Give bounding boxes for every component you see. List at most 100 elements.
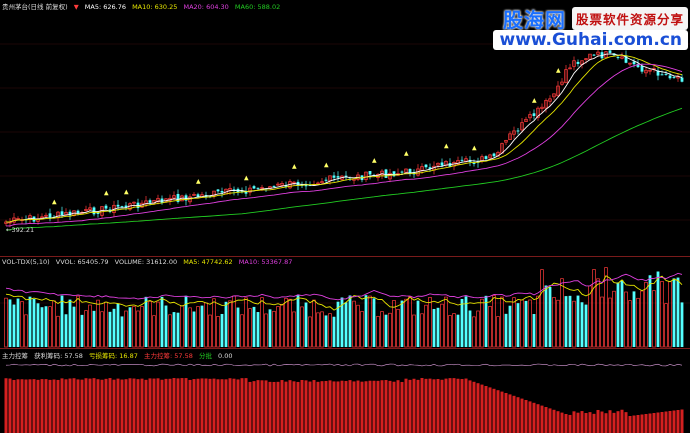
volume-bar bbox=[65, 314, 68, 347]
ma20-value: MA20: 604.30 bbox=[183, 3, 228, 11]
candle-body bbox=[253, 186, 256, 188]
volume-bar bbox=[101, 312, 104, 347]
indicator-bar bbox=[321, 381, 324, 433]
indicator-bar bbox=[225, 379, 228, 433]
indicator-bar bbox=[517, 397, 520, 433]
indicator-bar bbox=[261, 380, 264, 433]
volume-bar bbox=[317, 313, 320, 347]
volume-bar bbox=[289, 299, 292, 347]
indicator-bar bbox=[361, 382, 364, 433]
volume-bar bbox=[61, 296, 64, 347]
volume-bar bbox=[385, 315, 388, 347]
ma20-line bbox=[6, 64, 682, 226]
indicator-bar bbox=[385, 380, 388, 433]
indicator-bar bbox=[237, 379, 240, 433]
indicator-bar bbox=[285, 382, 288, 433]
volume-bar bbox=[77, 296, 80, 347]
candle-body bbox=[217, 189, 220, 191]
candle-body bbox=[577, 62, 580, 64]
volume-bar bbox=[13, 305, 16, 347]
indicator-bar bbox=[245, 378, 248, 433]
volume-chart[interactable] bbox=[0, 257, 690, 349]
indicator-bar bbox=[41, 379, 44, 433]
vol-title: VOL-TDX(5,10) bbox=[2, 258, 50, 266]
indicator-bar bbox=[597, 410, 600, 433]
volume-bar bbox=[73, 307, 76, 347]
indicator-bar bbox=[13, 380, 16, 433]
indicator-bar bbox=[569, 415, 572, 433]
indicator-bar bbox=[89, 379, 92, 433]
volume-bar bbox=[609, 298, 612, 347]
indicator-bar bbox=[409, 380, 412, 433]
candle-body bbox=[325, 180, 328, 181]
indicator-bar bbox=[585, 413, 588, 433]
candle-body bbox=[533, 113, 536, 116]
indicator-bar bbox=[625, 412, 628, 433]
volume-bar bbox=[273, 311, 276, 347]
indicator-bar bbox=[673, 411, 676, 433]
volume-bar bbox=[117, 303, 120, 347]
candle-body bbox=[425, 165, 428, 168]
indicator-chart[interactable] bbox=[0, 349, 690, 433]
volume-panel[interactable]: VOL-TDX(5,10) VVOL: 65405.79 VOLUME: 316… bbox=[0, 256, 690, 349]
indicator-bar bbox=[57, 380, 60, 433]
indicator-bar bbox=[277, 382, 280, 433]
volume-bar bbox=[581, 302, 584, 347]
indicator-bar bbox=[229, 378, 232, 433]
indicator-bar bbox=[165, 379, 168, 433]
volume-bar bbox=[233, 296, 236, 347]
indicator-bar bbox=[341, 381, 344, 433]
low-price-value: 392.21 bbox=[11, 226, 34, 234]
volume-bar bbox=[181, 306, 184, 347]
volume-bar bbox=[305, 303, 308, 347]
volume-bar bbox=[613, 291, 616, 347]
volume-bar bbox=[285, 298, 288, 347]
up-triangle-icon: ▲ bbox=[472, 144, 477, 151]
indicator-bar bbox=[565, 414, 568, 433]
up-triangle-icon: ▲ bbox=[52, 198, 57, 205]
indicator-line bbox=[6, 364, 682, 366]
indicator-panel[interactable]: 主力控筹 获利筹码: 57.58 亏损筹码: 16.87 主力控筹: 57.58… bbox=[0, 348, 690, 433]
vol-ma10-line bbox=[6, 273, 682, 300]
volume-bar bbox=[37, 303, 40, 347]
volume-bar bbox=[569, 296, 572, 347]
volume-bar bbox=[173, 312, 176, 347]
ma60-value: MA60: 588.02 bbox=[235, 3, 280, 11]
volume-bar bbox=[345, 302, 348, 347]
volume-bar bbox=[421, 314, 424, 347]
volume-bar bbox=[513, 298, 516, 347]
volume-info-line: VOL-TDX(5,10) VVOL: 65405.79 VOLUME: 316… bbox=[2, 258, 296, 266]
candle-body bbox=[121, 206, 124, 207]
candle-body bbox=[669, 75, 672, 78]
indicator-bar bbox=[433, 379, 436, 433]
volume-bar bbox=[589, 286, 592, 347]
volume-bar bbox=[25, 315, 28, 347]
indicator-bar bbox=[577, 413, 580, 433]
indicator-bar bbox=[493, 389, 496, 433]
volume-bar bbox=[429, 297, 432, 347]
indicator-bar bbox=[273, 382, 276, 433]
volume-bar bbox=[625, 292, 628, 347]
indicator-bar bbox=[305, 380, 308, 433]
volume-bar bbox=[201, 306, 204, 347]
volume-bar bbox=[109, 312, 112, 347]
indicator-bar bbox=[69, 379, 72, 433]
volume-bar bbox=[469, 310, 472, 347]
volume-bar bbox=[617, 282, 620, 347]
volume-bar bbox=[637, 298, 640, 347]
volume-bar bbox=[505, 314, 508, 347]
volume-bar bbox=[21, 302, 24, 347]
volume-bar bbox=[501, 297, 504, 347]
indicator-bar bbox=[501, 392, 504, 433]
volume-bar bbox=[629, 301, 632, 347]
volume-bar bbox=[641, 291, 644, 347]
volume-bar bbox=[585, 305, 588, 347]
indicator-bar bbox=[509, 394, 512, 433]
ind-d: 分批 bbox=[199, 352, 212, 360]
indicator-bar bbox=[453, 378, 456, 433]
volume-bar bbox=[441, 304, 444, 347]
indicator-bar bbox=[369, 381, 372, 433]
indicator-bar bbox=[349, 380, 352, 433]
volume-bar bbox=[53, 301, 56, 347]
volume-bar bbox=[373, 298, 376, 347]
